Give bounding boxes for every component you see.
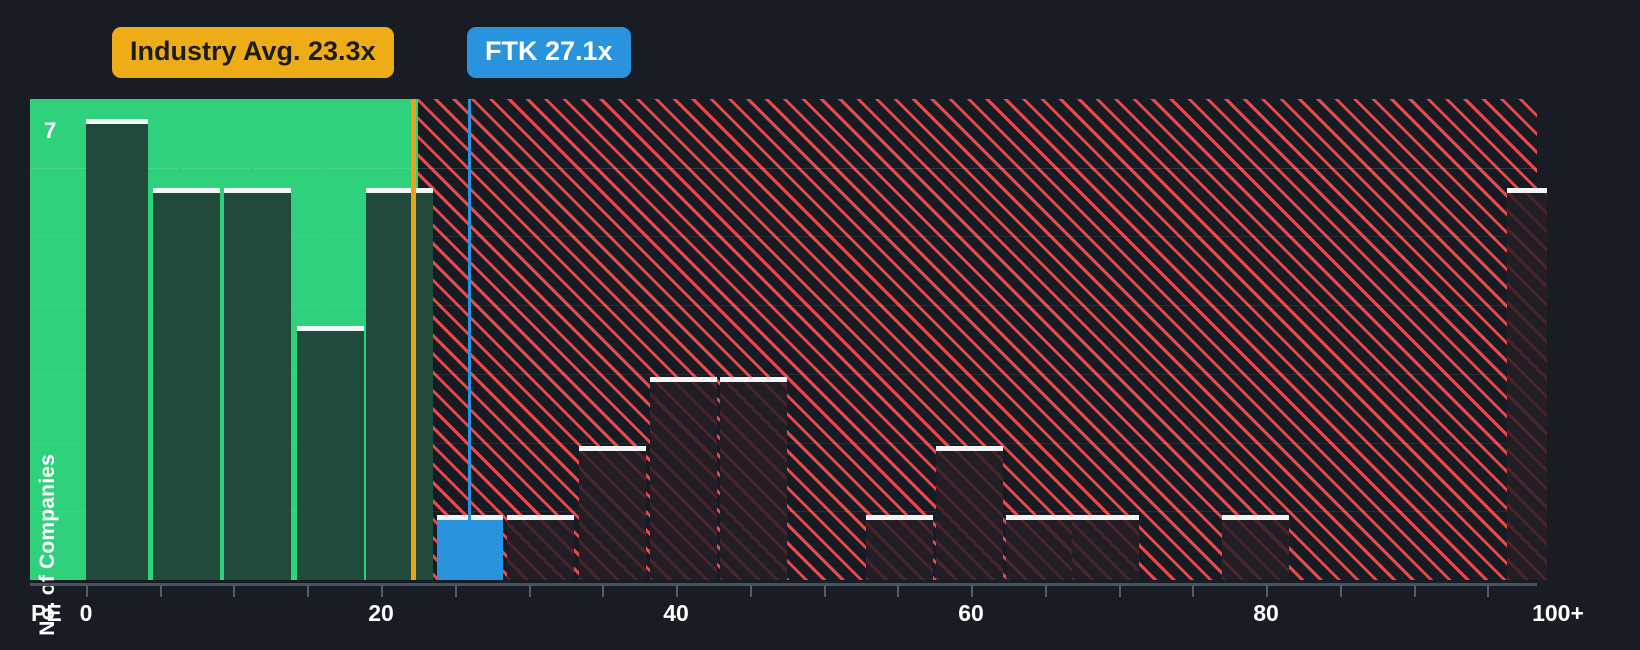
ftk-callout[interactable]: FTK 27.1x — [467, 27, 631, 79]
bar-35-40[interactable] — [579, 446, 646, 580]
x-tick-label-60: 60 — [958, 600, 984, 626]
x-tick — [307, 586, 309, 597]
bar-20-25[interactable] — [366, 188, 433, 580]
x-tick — [529, 586, 531, 597]
x-tick — [381, 586, 383, 597]
x-axis-line — [30, 583, 1537, 586]
x-tick — [824, 586, 826, 597]
plot-area — [30, 99, 1547, 580]
x-tick — [86, 586, 88, 597]
bar-70-75[interactable] — [1072, 515, 1139, 580]
x-tick — [676, 586, 678, 597]
bar-100-plus[interactable] — [1507, 188, 1547, 580]
x-tick — [1340, 586, 1342, 597]
bar-80-85[interactable] — [1222, 515, 1289, 580]
ftk-callout-label: FTK 27.1x — [485, 36, 613, 66]
industry-average-callout-label: Industry Avg. 23.3x — [130, 36, 376, 66]
x-tick — [1266, 586, 1268, 597]
x-tick — [897, 586, 899, 597]
bar-65-70[interactable] — [1006, 515, 1073, 580]
gridline-3 — [30, 373, 1537, 375]
industry-average-callout[interactable]: Industry Avg. 23.3x — [112, 27, 394, 79]
x-tick — [1045, 586, 1047, 597]
industry-average-marker-line — [411, 99, 416, 580]
x-axis-title: PE — [31, 600, 62, 626]
x-tick-label-80: 80 — [1253, 600, 1279, 626]
bar-45-50[interactable] — [720, 377, 787, 580]
x-tick-label-100p: 100+ — [1532, 600, 1584, 626]
x-tick — [455, 586, 457, 597]
bar-40-45[interactable] — [650, 377, 717, 580]
bar-30-35[interactable] — [507, 515, 574, 580]
x-tick — [1119, 586, 1121, 597]
bar-5-10[interactable] — [153, 188, 220, 580]
x-tick — [1192, 586, 1194, 597]
bar-0-5[interactable] — [86, 119, 148, 580]
gridline-6 — [30, 167, 1537, 169]
overvalued-zone — [418, 99, 1537, 580]
bar-60-65[interactable] — [936, 446, 1003, 580]
x-tick-label-20: 20 — [368, 600, 394, 626]
gridline-4 — [30, 305, 1537, 307]
x-tick — [602, 586, 604, 597]
x-tick — [1414, 586, 1416, 597]
x-tick — [233, 586, 235, 597]
x-tick — [160, 586, 162, 597]
bar-55-60[interactable] — [866, 515, 933, 580]
y-axis-max-value: 7 — [44, 118, 57, 143]
bar-10-15[interactable] — [224, 188, 291, 580]
gridline-5 — [30, 236, 1537, 238]
bar-15-20[interactable] — [297, 326, 364, 580]
x-tick — [971, 586, 973, 597]
x-tick-label-0: 0 — [79, 600, 93, 626]
x-tick — [750, 586, 752, 597]
x-tick — [1487, 586, 1489, 597]
x-tick-label-40: 40 — [663, 600, 689, 626]
ftk-marker-line — [468, 99, 471, 580]
